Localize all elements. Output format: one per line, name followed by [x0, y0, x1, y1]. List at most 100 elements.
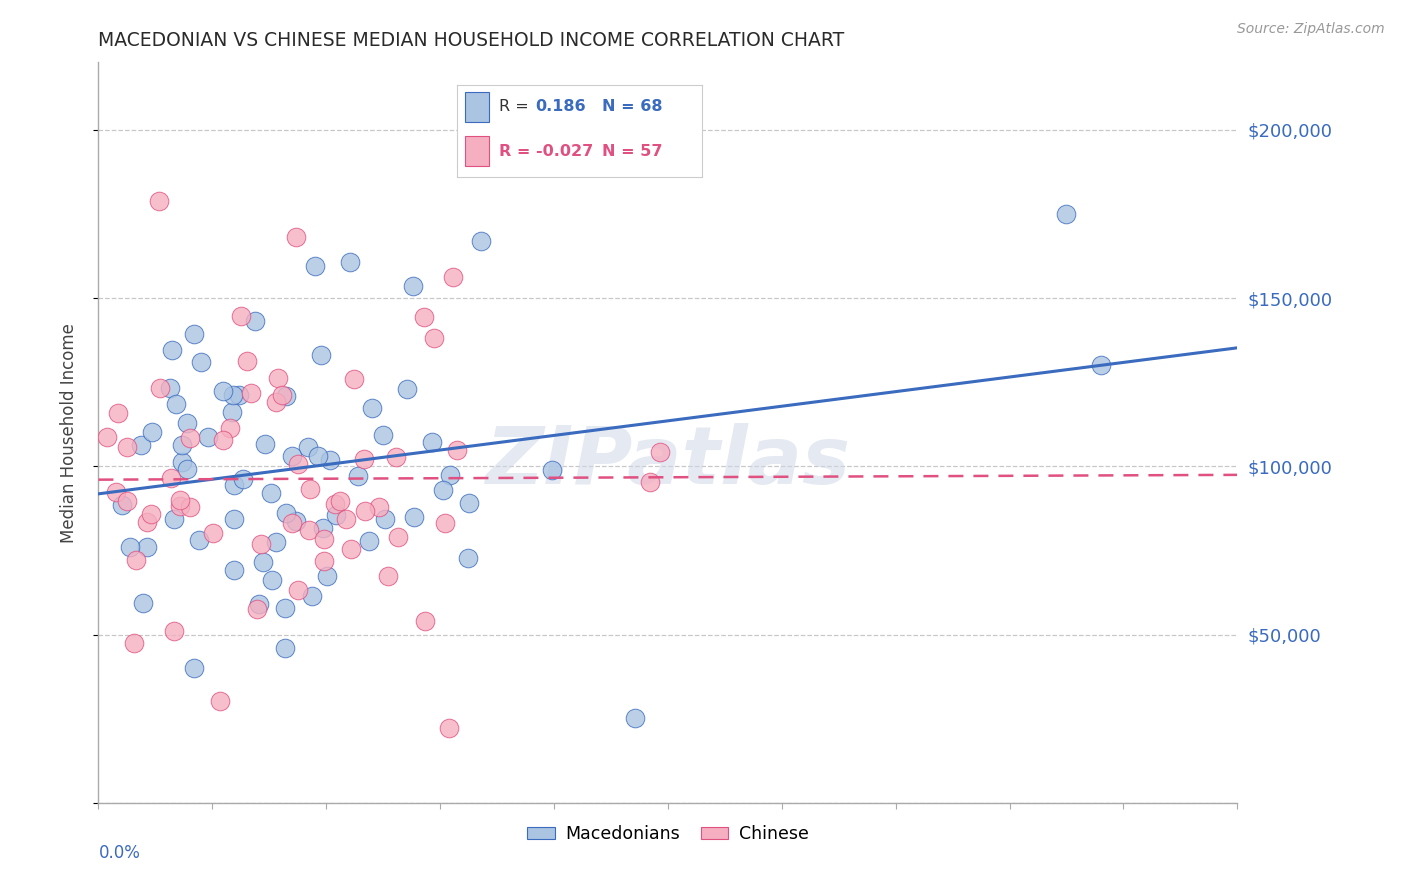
- Legend: Macedonians, Chinese: Macedonians, Chinese: [520, 818, 815, 850]
- Point: [212, 433, 235, 447]
- Point: [371, 428, 394, 442]
- Point: [325, 508, 347, 522]
- Point: [287, 582, 309, 597]
- Point: [374, 512, 396, 526]
- Point: [304, 259, 326, 273]
- Point: [246, 602, 269, 616]
- Point: [377, 568, 399, 582]
- Point: [281, 449, 304, 463]
- Point: [433, 516, 456, 530]
- Point: [339, 541, 361, 556]
- Point: [396, 382, 419, 396]
- Point: [339, 255, 361, 269]
- Point: [111, 498, 134, 512]
- Point: [122, 636, 145, 650]
- Point: [285, 230, 308, 244]
- Text: Source: ZipAtlas.com: Source: ZipAtlas.com: [1237, 22, 1385, 37]
- Point: [439, 721, 461, 735]
- Point: [260, 486, 283, 500]
- Point: [222, 387, 245, 401]
- Point: [458, 495, 481, 509]
- Point: [176, 416, 198, 430]
- Point: [347, 469, 370, 483]
- Point: [219, 421, 242, 435]
- Point: [307, 450, 329, 464]
- Point: [312, 554, 335, 568]
- Point: [335, 512, 357, 526]
- Point: [274, 601, 297, 615]
- Point: [221, 405, 243, 419]
- Point: [299, 482, 322, 496]
- Point: [187, 533, 209, 548]
- Point: [183, 326, 205, 341]
- Point: [159, 381, 181, 395]
- Point: [131, 438, 153, 452]
- Point: [149, 382, 172, 396]
- Point: [236, 354, 259, 368]
- Point: [354, 504, 377, 518]
- Point: [262, 574, 284, 588]
- Point: [212, 384, 235, 399]
- Point: [190, 355, 212, 369]
- Point: [169, 493, 191, 508]
- Point: [312, 521, 335, 535]
- Point: [432, 483, 454, 497]
- Point: [240, 385, 263, 400]
- Point: [222, 478, 245, 492]
- Point: [183, 661, 205, 675]
- Point: [136, 516, 159, 530]
- Point: [169, 499, 191, 513]
- Point: [139, 507, 162, 521]
- Point: [470, 234, 492, 248]
- Point: [385, 450, 408, 464]
- Point: [1090, 359, 1112, 373]
- Point: [402, 278, 425, 293]
- Point: [165, 397, 187, 411]
- Point: [329, 494, 352, 508]
- Point: [387, 530, 409, 544]
- Point: [309, 348, 332, 362]
- Point: [638, 475, 661, 489]
- Point: [135, 541, 157, 555]
- Point: [298, 523, 321, 537]
- Point: [247, 597, 270, 611]
- Point: [107, 406, 129, 420]
- Point: [413, 310, 436, 324]
- Point: [163, 624, 186, 638]
- Point: [208, 693, 231, 707]
- Point: [623, 711, 645, 725]
- Point: [413, 614, 436, 628]
- Point: [274, 641, 297, 656]
- Point: [650, 444, 672, 458]
- Point: [319, 453, 342, 467]
- Point: [301, 589, 323, 603]
- Point: [420, 435, 443, 450]
- Point: [315, 569, 337, 583]
- Point: [118, 540, 141, 554]
- Point: [176, 462, 198, 476]
- Point: [266, 394, 288, 409]
- Point: [541, 463, 564, 477]
- Point: [229, 310, 252, 324]
- Point: [1056, 207, 1078, 221]
- Point: [297, 440, 319, 454]
- Point: [276, 506, 298, 520]
- Point: [312, 532, 335, 546]
- Point: [179, 431, 201, 445]
- Point: [243, 314, 266, 328]
- Point: [422, 331, 444, 345]
- Point: [285, 515, 308, 529]
- Point: [457, 551, 479, 566]
- Point: [170, 437, 193, 451]
- Point: [179, 500, 201, 515]
- Point: [276, 389, 298, 403]
- Point: [361, 401, 384, 416]
- Point: [266, 535, 288, 549]
- Point: [96, 430, 118, 444]
- Point: [404, 509, 426, 524]
- Point: [201, 525, 224, 540]
- Point: [162, 512, 184, 526]
- Point: [439, 468, 461, 483]
- Point: [132, 596, 155, 610]
- Point: [359, 534, 381, 549]
